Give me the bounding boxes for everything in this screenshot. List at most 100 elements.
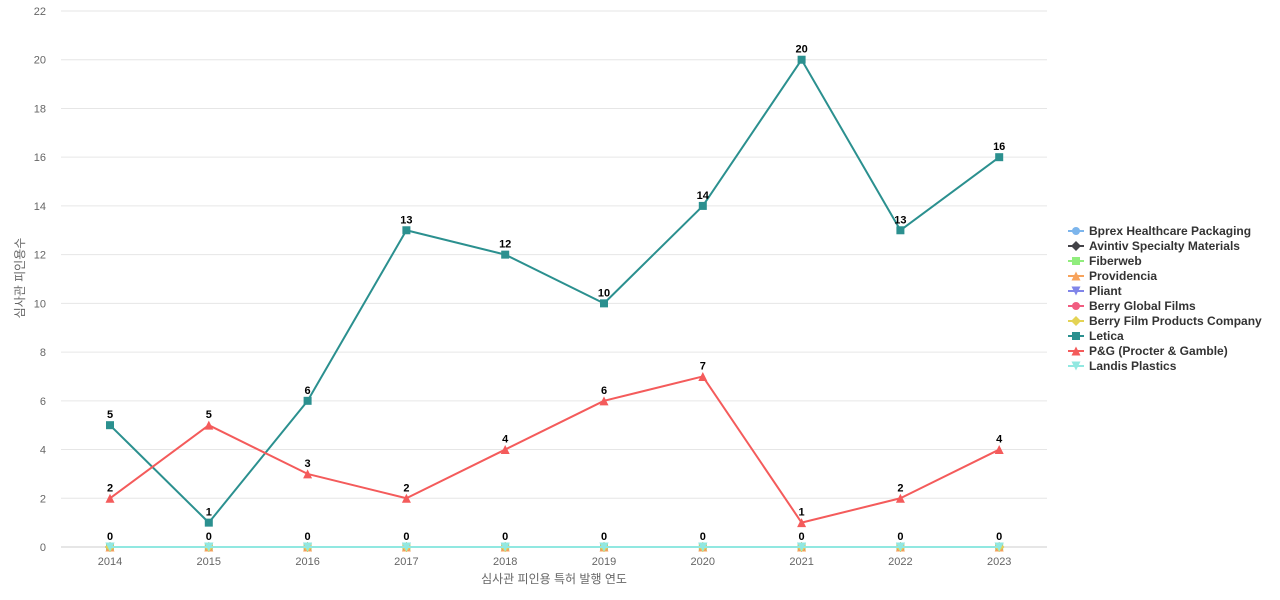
data-label: 13 [400,214,412,226]
legend-marker [1071,346,1081,356]
series-landis-plastics [105,542,1004,552]
legend-marker [1072,227,1080,235]
y-tick-label: 20 [34,55,46,67]
legend-label: Bprex Healthcare Packaging [1089,224,1251,238]
x-tick-label: 2016 [295,556,319,568]
y-axis-title: 심사관 피인용수 [13,238,27,319]
y-tick-label: 6 [40,396,46,408]
data-point [204,518,213,527]
data-label: 10 [598,287,610,299]
legend-label: Pliant [1089,284,1122,298]
data-label: 2 [403,482,409,494]
legend-label: Berry Film Products Company [1089,314,1262,328]
y-tick-label: 10 [34,298,46,310]
data-point [401,493,411,503]
y-tick-label: 2 [40,493,46,505]
data-point [797,542,807,552]
data-label: 0 [799,531,805,543]
data-label: 14 [697,190,710,202]
legend-marker [1072,332,1080,340]
x-tick-label: 2017 [394,556,418,568]
data-label: 7 [700,360,706,372]
data-label: 0 [206,531,212,543]
data-point [106,421,114,430]
data-label: 16 [993,141,1005,153]
legend-item-pliant[interactable]: Pliant [1068,284,1122,298]
x-tick-label: 2021 [789,556,813,568]
data-point [698,201,707,210]
legend-item-p-g-procter-gamble[interactable]: P&G (Procter & Gamble) [1068,344,1228,358]
series-p-g-procter-gamble [105,371,1004,528]
series-line [109,58,1000,524]
legend-item-fiberweb[interactable]: Fiberweb [1068,254,1142,268]
data-label: 0 [305,531,311,543]
data-point [500,445,510,455]
legend-label: P&G (Procter & Gamble) [1089,344,1228,358]
legend-item-letica[interactable]: Letica [1068,329,1124,343]
data-point [500,542,510,552]
legend-label: Fiberweb [1089,254,1142,268]
y-tick-label: 18 [34,103,46,115]
data-label: 0 [601,531,607,543]
data-point [204,420,214,430]
legend-label: Letica [1089,329,1124,343]
x-tick-label: 2014 [98,556,122,568]
data-point [698,542,708,552]
y-tick-label: 16 [34,152,46,164]
x-axis-title: 심사관 피인용 특허 발행 연도 [481,571,627,586]
legend-item-berry-film-products-company[interactable]: Berry Film Products Company [1068,314,1262,328]
data-point [303,469,313,479]
y-tick-label: 22 [34,6,46,18]
x-tick-label: 2018 [493,556,517,568]
legend-marker [1071,286,1081,296]
y-tick-label: 8 [40,347,46,359]
data-label: 20 [795,44,807,56]
legend-label: Berry Global Films [1089,299,1196,313]
x-tick-label: 2020 [691,556,715,568]
data-point [600,299,608,308]
series-layer [105,55,1005,552]
data-point [797,55,806,64]
data-label: 0 [996,531,1002,543]
data-point [994,542,1004,552]
legend-item-landis-plastics[interactable]: Landis Plastics [1068,359,1177,373]
y-tick-label: 0 [40,542,46,554]
data-point [994,445,1004,455]
legend-marker [1071,361,1081,371]
data-label: 4 [996,434,1003,446]
data-label: 2 [897,482,903,494]
data-label: 4 [502,434,509,446]
x-axis-tick-labels: 2014 2015 2016 2017 2018 2019 2020 2021 2022 2023 [98,556,1012,568]
data-point [105,493,115,503]
legend-marker [1072,257,1080,265]
legend-label: Avintiv Specialty Materials [1089,239,1240,253]
legend-item-berry-global-films[interactable]: Berry Global Films [1068,299,1196,313]
data-label: 12 [499,239,511,251]
data-label: 3 [305,458,311,470]
legend-label: Landis Plastics [1089,359,1177,373]
data-point [797,518,807,528]
data-label: 6 [601,385,607,397]
data-point [698,371,708,381]
legend-item-providencia[interactable]: Providencia [1068,269,1157,283]
legend-marker [1072,302,1080,310]
legend-marker [1071,241,1081,251]
legend-item-bprex-healthcare-packaging[interactable]: Bprex Healthcare Packaging [1068,224,1251,238]
data-point [402,226,411,235]
grid-lines [61,10,1047,499]
data-point [204,542,214,552]
data-label: 5 [107,409,113,421]
data-point [303,542,313,552]
data-label: 0 [700,531,706,543]
y-tick-label: 14 [34,201,46,213]
data-label: 0 [107,531,113,543]
data-point [896,226,905,235]
series-letica [106,55,1004,527]
data-label: 5 [206,409,212,421]
data-point [401,542,411,552]
data-point [599,396,609,406]
legend-item-avintiv-specialty-materials[interactable]: Avintiv Specialty Materials [1068,239,1240,253]
